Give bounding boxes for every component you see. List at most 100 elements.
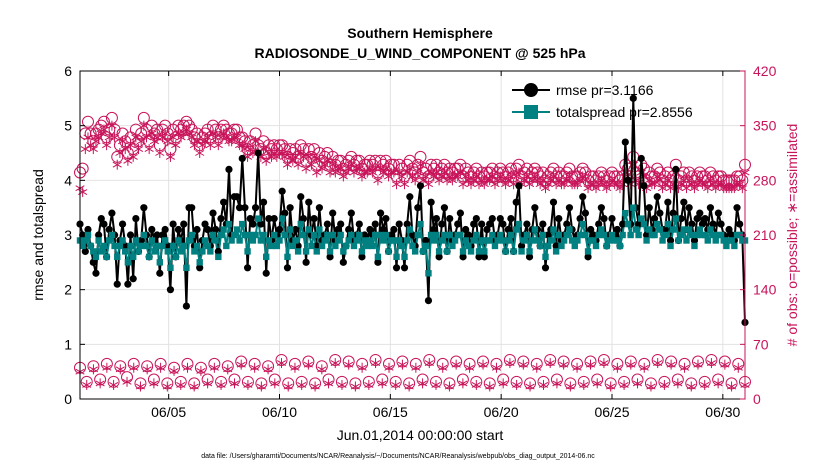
star-stroke: [646, 383, 656, 390]
obs-assimilated-marker: [250, 136, 261, 147]
rmse-point: [438, 220, 446, 228]
star-stroke: [310, 383, 320, 390]
star-stroke: [149, 380, 159, 387]
obs-assimilated-marker: [192, 136, 202, 147]
obs-assimilated-marker: [522, 171, 532, 182]
rmse-point: [105, 225, 113, 234]
star-stroke: [309, 153, 319, 160]
totalspread-point: [199, 248, 206, 255]
star-stroke: [242, 153, 253, 160]
totalspread-point: [345, 237, 352, 244]
rmse-point: [390, 225, 398, 234]
totalspread-point: [717, 231, 725, 239]
obs-assimilated-marker: [317, 364, 327, 375]
star-stroke: [232, 134, 242, 141]
totalspread-point: [217, 231, 225, 239]
rmse-point: [286, 204, 294, 212]
obs-assimilated-marker: [109, 132, 120, 143]
star-stroke: [665, 185, 676, 192]
totalspread-point: [231, 231, 238, 239]
totalspread-point: [265, 237, 273, 244]
obs-assimilated-marker: [256, 381, 266, 392]
star-stroke: [538, 382, 549, 388]
totalspread-point: [252, 231, 259, 239]
totalspread-point: [292, 237, 299, 244]
rmse-point: [736, 220, 744, 228]
star-stroke: [628, 161, 638, 168]
x-axis-label: Jun.01,2014 00:00:00 start: [337, 427, 504, 443]
star-stroke: [415, 161, 426, 168]
obs-assimilated-marker: [196, 365, 206, 376]
totalspread-point: [167, 264, 174, 271]
legend-rmse-label: rmse pr=3.1166: [556, 82, 654, 98]
rmse-point: [371, 220, 379, 228]
obs-assimilated-marker: [117, 136, 128, 147]
totalspread-point: [529, 237, 536, 244]
star-stroke: [147, 130, 157, 137]
star-stroke: [424, 360, 434, 367]
obs-assimilated-marker: [80, 144, 90, 155]
rmse-point: [488, 215, 496, 223]
rmse-point: [201, 220, 209, 228]
totalspread-point: [321, 237, 328, 244]
rmse-point: [124, 280, 132, 288]
obs-assimilated-marker: [309, 151, 319, 162]
obs-assimilated-marker: [417, 378, 428, 389]
star-stroke: [439, 169, 450, 176]
totalspread-point: [550, 226, 557, 233]
totalspread-point: [494, 237, 501, 244]
rmse-point: [515, 182, 523, 190]
rmse-point: [193, 225, 201, 234]
star-stroke: [726, 383, 737, 390]
star-stroke: [155, 150, 165, 156]
obs-assimilated-marker: [431, 379, 441, 390]
obs-assimilated-marker: [545, 358, 555, 369]
totalspread-point: [627, 231, 634, 239]
rmse-point: [486, 220, 494, 228]
obs-assimilated-marker: [518, 359, 528, 370]
totalspread-point: [624, 220, 632, 228]
totalspread-point: [571, 242, 578, 250]
totalspread-point: [244, 248, 251, 255]
totalspread-point: [278, 215, 286, 222]
totalspread-point: [584, 248, 592, 255]
star-stroke: [591, 185, 601, 192]
rmse-point: [549, 198, 558, 206]
star-stroke: [83, 134, 93, 141]
obs-assimilated-marker: [322, 155, 332, 166]
totalspread-point: [526, 248, 533, 255]
star-stroke: [354, 165, 364, 172]
star-stroke: [203, 380, 213, 387]
star-stroke: [187, 134, 197, 141]
rmse-point: [225, 165, 233, 173]
star-stroke: [102, 364, 112, 371]
star-stroke: [120, 146, 130, 153]
star-stroke: [666, 361, 676, 368]
star-stroke: [314, 157, 324, 164]
obs-assimilated-marker: [498, 378, 508, 389]
star-stroke: [437, 173, 447, 180]
obs-assimilated-marker: [720, 359, 730, 370]
totalspread-point: [505, 237, 512, 244]
obs-assimilated-marker: [136, 136, 146, 147]
totalspread-point: [273, 242, 281, 250]
star-stroke: [438, 364, 448, 371]
totalspread-point: [188, 231, 195, 239]
totalspread-point: [592, 242, 600, 250]
star-stroke: [341, 169, 351, 176]
obs-assimilated-marker: [182, 362, 193, 373]
star-stroke: [99, 126, 109, 133]
rmse-point: [624, 176, 632, 184]
star-stroke: [479, 181, 489, 188]
totalspread-point: [204, 242, 211, 250]
star-stroke: [505, 360, 515, 367]
star-stroke: [357, 364, 367, 371]
obs-assimilated-marker: [310, 381, 320, 392]
totalspread-point: [598, 226, 605, 233]
rmse-point: [294, 242, 302, 250]
obs-assimilated-marker: [120, 144, 130, 155]
rmse-point: [126, 231, 135, 239]
star-stroke: [336, 165, 346, 172]
totalspread-point: [393, 253, 400, 261]
